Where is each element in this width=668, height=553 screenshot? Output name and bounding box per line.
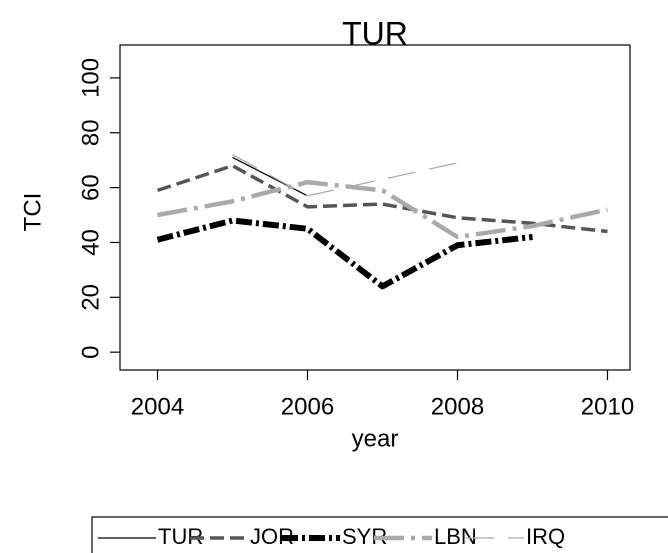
legend-label: IRQ bbox=[526, 524, 565, 549]
legend-label: LBN bbox=[434, 524, 477, 549]
x-axis-label: year bbox=[352, 425, 399, 452]
y-tick-label: 80 bbox=[77, 119, 104, 146]
y-tick-label: 100 bbox=[77, 58, 104, 98]
y-tick-label: 0 bbox=[77, 345, 104, 358]
series-line bbox=[232, 156, 308, 197]
x-tick-label: 2004 bbox=[131, 393, 184, 420]
series-line bbox=[156, 163, 608, 234]
series-line bbox=[232, 154, 458, 197]
plot-frame bbox=[119, 44, 631, 371]
y-tick-label: 20 bbox=[77, 284, 104, 311]
legend-box bbox=[91, 516, 668, 553]
chart-title: TUR bbox=[342, 15, 408, 51]
y-tick-label: 40 bbox=[77, 229, 104, 256]
x-tick-label: 2006 bbox=[281, 393, 334, 420]
series-line bbox=[156, 217, 533, 290]
x-tick-label: 2010 bbox=[581, 393, 634, 420]
x-tick-label: 2008 bbox=[431, 393, 484, 420]
series-line bbox=[157, 179, 608, 240]
y-tick-label: 60 bbox=[77, 174, 104, 201]
y-axis-label: TCI bbox=[19, 193, 46, 232]
